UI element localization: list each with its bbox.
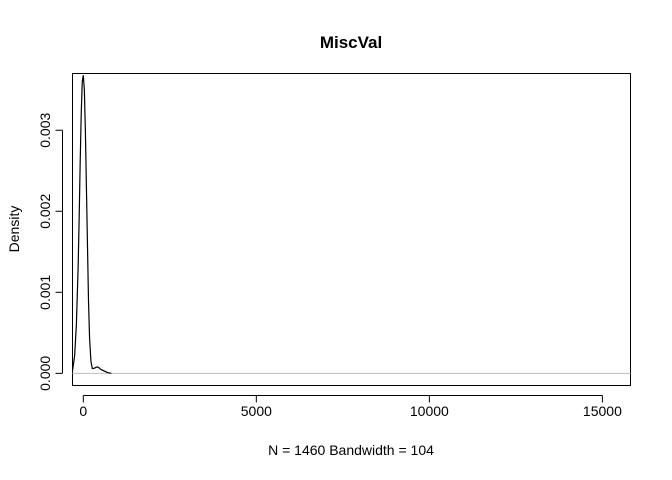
plot-box (72, 73, 631, 386)
y-tick-label: 0.003 (37, 113, 53, 148)
chart-title: MiscVal (320, 33, 382, 52)
y-axis-label: Density (6, 206, 22, 253)
y-axis: 0.000 0.001 0.002 0.003 (37, 113, 63, 391)
x-axis: 0 5000 10000 15000 (79, 395, 622, 419)
y-tick-label: 0.002 (37, 194, 53, 229)
y-tick-label: 0.000 (37, 356, 53, 391)
density-curve (71, 75, 112, 374)
x-tick-label: 5000 (241, 403, 272, 419)
y-tick-label: 0.001 (37, 275, 53, 310)
x-tick-label: 10000 (410, 403, 449, 419)
x-tick-label: 0 (79, 403, 87, 419)
x-axis-label: N = 1460 Bandwidth = 104 (268, 442, 434, 458)
x-tick-label: 15000 (583, 403, 622, 419)
